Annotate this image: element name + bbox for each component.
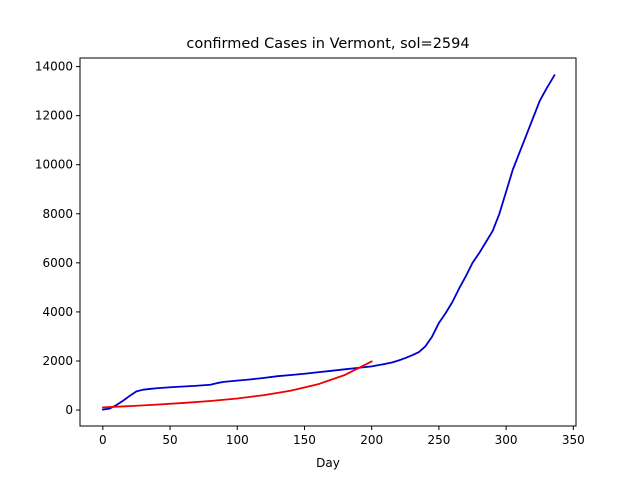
plot-area-frame bbox=[79, 57, 577, 427]
y-tick-label: 6000 bbox=[42, 256, 73, 270]
y-tick-label: 10000 bbox=[35, 158, 73, 172]
x-tick-label: 300 bbox=[495, 433, 518, 447]
y-tick-label: 12000 bbox=[35, 109, 73, 123]
x-tick-label: 50 bbox=[162, 433, 177, 447]
y-tick-label: 2000 bbox=[42, 354, 73, 368]
x-tick-label: 150 bbox=[293, 433, 316, 447]
series-layer bbox=[101, 74, 556, 411]
x-tick-label: 200 bbox=[360, 433, 383, 447]
y-tick-label: 8000 bbox=[42, 207, 73, 221]
x-axis-label: Day bbox=[316, 456, 340, 470]
series-line-2 bbox=[101, 360, 373, 409]
x-tick-label: 100 bbox=[226, 433, 249, 447]
x-tick-label: 0 bbox=[99, 433, 107, 447]
y-tick-label: 0 bbox=[65, 403, 73, 417]
series-line-1 bbox=[101, 74, 556, 411]
y-tick-label: 14000 bbox=[35, 60, 73, 74]
x-tick-label: 350 bbox=[562, 433, 585, 447]
chart-title: confirmed Cases in Vermont, sol=2594 bbox=[186, 36, 469, 52]
x-axis-ticks: 0 50 100 150 200 250 300 350 bbox=[99, 426, 585, 447]
y-axis-ticks: 0 2000 4000 6000 8000 10000 12000 14000 bbox=[35, 60, 80, 417]
x-tick-label: 250 bbox=[427, 433, 450, 447]
y-tick-label: 4000 bbox=[42, 305, 73, 319]
